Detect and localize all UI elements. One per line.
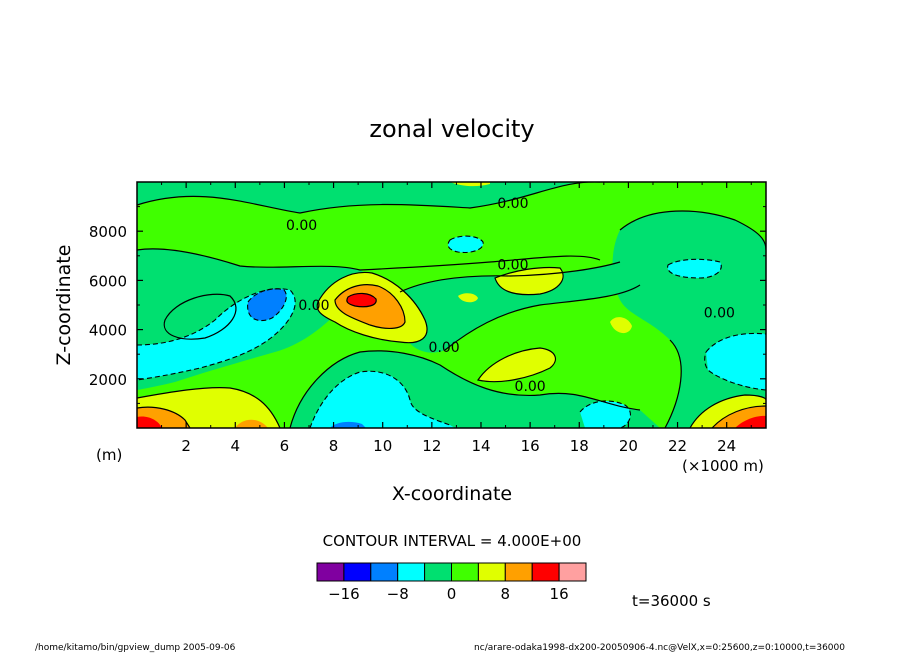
contour-neg4-bottom-right [579,400,631,428]
contour-pos4-upper-right [494,266,564,296]
colorbar-swatch [531,562,560,582]
chart-title: zonal velocity [369,115,534,143]
region-pos4-small [458,293,478,303]
colorbar-swatch [477,562,506,582]
region-neg8-bottom [310,371,455,428]
y-units-note: (m) [96,446,122,464]
contour-value-label: 0.00 [497,196,528,212]
contour-neg4-right-upper [667,258,722,279]
x-axis-ticks: 2 4 6 8 10 12 14 16 18 20 22 24 [161,182,752,455]
region-pos12-bottom-right [735,415,766,428]
region-pos4-lower-mid [478,348,556,382]
contour-neg4-upper [447,235,484,254]
x-tick-label: 20 [619,437,638,455]
x-tick-label: 16 [521,437,540,455]
colorbar-swatch [316,562,345,582]
x-tick-label: 24 [717,437,736,455]
contour-pos4-bottom-right [689,394,766,428]
colorbar-swatch [370,562,399,582]
contour-zero-middle [399,261,621,293]
y-tick-label: 4000 [89,322,127,340]
contour-zero-right-lower [664,339,682,428]
contour-zero-upper [137,248,601,271]
x-tick-label: 10 [373,437,392,455]
contour-zero-lower [444,284,641,351]
colorbar-swatch [397,562,426,582]
contour-lines [137,182,766,428]
region-neg8-right-upper [667,259,722,278]
contour-value-label: 0.00 [704,305,735,321]
x-tick-label: 18 [570,437,589,455]
contour-pos4-bottom-left [137,387,281,428]
contour-pos8-bottom-right [711,405,766,428]
contour-value-label: 0.00 [497,257,528,273]
colorbar-tick-label: 8 [501,585,511,603]
colorbar-ticks: −16 −8 0 8 16 [328,585,569,603]
contour-neg4-right-lower [704,332,766,391]
contour-neg4-bottom [309,370,451,428]
contour-lines-negative [137,235,766,428]
region-neg8-upper [448,236,484,253]
x-tick-label: 22 [668,437,687,455]
region-pos4-small-right [610,317,632,334]
time-label: t=36000 s [632,592,711,610]
contour-value-label: 0.00 [298,298,329,314]
x-tick-label: 8 [329,437,339,455]
footer-left: /home/kitamo/bin/gpview_dump 2005-09-06 [35,643,236,653]
colorbar-tick-label: −8 [387,585,409,603]
contour-neg8 [247,288,287,322]
region-neg12-bottom [330,421,366,428]
contour-pos8-bottom-left [137,406,191,428]
region-neg4-middle [400,261,644,353]
contour-value-label: 0.00 [515,379,546,395]
region-pos12-center [346,293,377,307]
contour-zero-bottom [289,350,641,428]
contour-pos8-center [334,284,406,329]
contour-zero-top [137,182,600,214]
colorbar-tick-label: −16 [328,585,360,603]
contour-zero-right [619,210,766,251]
region-neg4-top [137,182,766,213]
contour-pos12-center [346,292,377,308]
region-neg8-bottom-right [580,400,631,428]
x-tick-label: 6 [280,437,290,455]
region-neg8-right-lower [706,333,766,390]
colorbar-swatch [451,562,479,582]
footer-right: nc/arare-odaka1998-dx200-20050906-4.nc@V… [474,643,845,653]
y-axis-label: Z-coordinate [53,245,75,366]
contour-field [137,182,766,428]
contour-interval-label: CONTOUR INTERVAL = 4.000E+00 [323,532,582,550]
region-pos4-top [450,182,490,187]
contour-loop-left [163,293,237,340]
region-neg12 [247,288,287,321]
y-tick-label: 2000 [89,371,127,389]
y-axis-ticks: 2000 4000 6000 8000 [89,206,766,404]
x-axis-label: X-coordinate [392,483,512,505]
x-tick-label: 4 [231,437,241,455]
contour-neg4-left [137,288,296,381]
colorbar-swatch [343,562,372,582]
contour-pos4-center [316,271,428,344]
x-units-note: (×1000 m) [682,457,764,475]
x-tick-label: 14 [471,437,490,455]
colorbar-swatch [504,562,533,582]
x-tick-label: 12 [422,437,441,455]
colorbar-tick-label: 16 [550,585,569,603]
colorbar [316,562,587,582]
contour-value-label: 0.00 [286,218,317,234]
colorbar-tick-label: 0 [447,585,457,603]
contour-pos4-lower-mid [477,347,557,383]
colorbar-swatch [424,562,453,582]
contour-value-label: 0.00 [429,340,460,356]
y-tick-label: 8000 [89,223,127,241]
y-tick-label: 6000 [89,272,127,290]
contour-label-group: 0.00 0.00 0.00 0.00 0.00 0.00 0.00 [286,196,735,395]
colorbar-swatch [558,562,587,582]
x-tick-label: 2 [181,437,191,455]
region-pos12-bottom-left [137,416,162,428]
